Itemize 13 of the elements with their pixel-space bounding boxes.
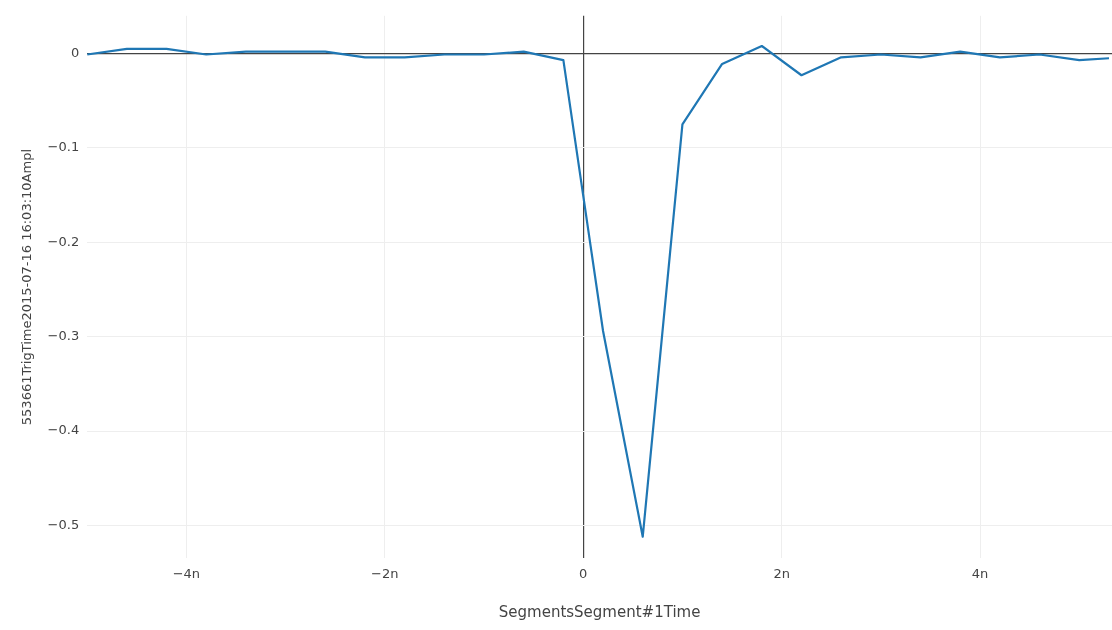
y-tick-label: −0.2 — [47, 233, 80, 249]
x-tick-label: 4n — [971, 565, 989, 581]
y-tick-label: 0 — [70, 44, 80, 60]
y-tick-label: −0.1 — [47, 139, 80, 155]
x-axis-title: SegmentsSegment#1Time — [498, 602, 701, 621]
y-axis-title: 553661TrigTime2015-07-16 16:03:10Ampl — [19, 149, 35, 426]
x-tick-label: −2n — [371, 565, 399, 581]
x-tick-label: 0 — [579, 565, 588, 581]
y-tick-label: −0.4 — [47, 422, 80, 438]
y-tick-label: −0.3 — [47, 328, 80, 344]
y-tick-label: −0.5 — [47, 516, 80, 532]
x-tick-label: −4n — [172, 565, 201, 581]
x-tick-label: 2n — [773, 565, 790, 581]
